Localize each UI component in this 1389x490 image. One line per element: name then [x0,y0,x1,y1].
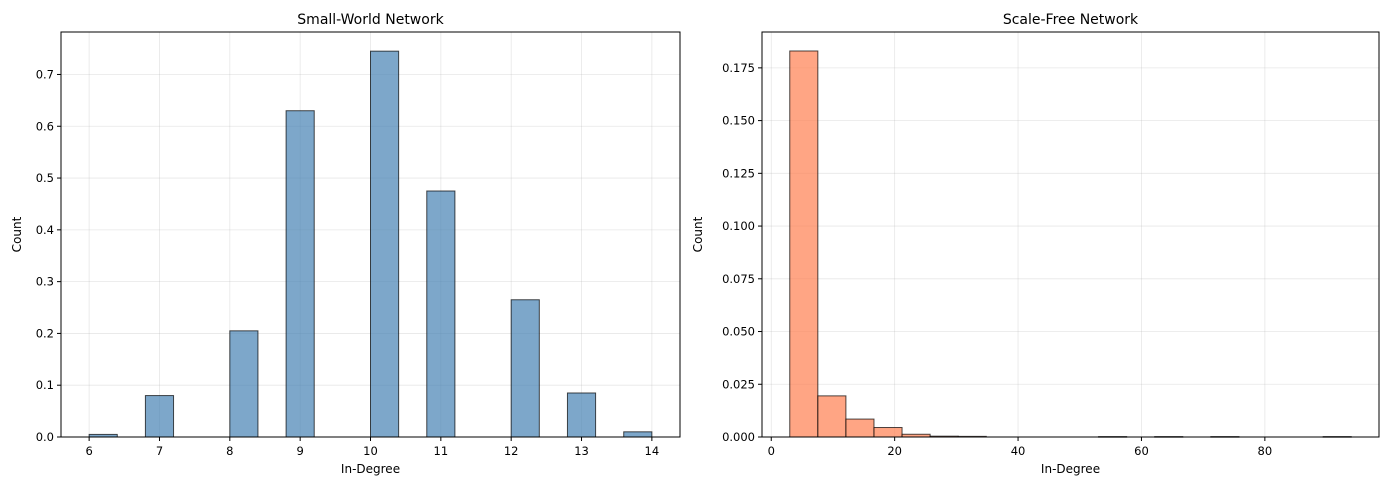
y-tick-label: 0.100 [722,219,755,233]
histogram-bar [873,427,903,438]
y-tick-label: 0.050 [722,325,755,339]
y-tick-label: 0.6 [36,119,54,133]
chart-1: 6 7 8 9 10 11 12 13 14 0.0 0.1 0.2 0.3 0.4 0.5 0.6 0.7 Sm… [10,12,681,476]
y-tick-label: 0.025 [722,377,755,391]
histogram-bar [370,50,400,438]
y-tick-label: 0.3 [36,275,54,289]
x-tick-label: 14 [645,444,660,458]
histogram-bar [845,418,875,438]
x-tick-label: 11 [434,444,449,458]
histogram-bar [817,395,847,438]
histogram-bar [426,190,456,438]
x-tick-label: 60 [1134,444,1149,458]
plot-frame [761,31,1380,438]
histogram-bar [566,392,597,438]
x-tick-label: 8 [226,444,233,458]
x-tick-label: 7 [156,444,163,458]
y-tick-label: 0.5 [36,171,54,185]
y-tick-label: 0.125 [722,166,755,180]
y-tick-label: 0.2 [36,326,54,340]
x-axis-label: In-Degree [1041,462,1100,476]
x-tick-label: 10 [363,444,378,458]
y-tick-label: 0.7 [36,67,54,81]
chart-2: 0 20 40 60 80 0.000 0.025 0.050 0.075 0.100 0.125 0… [691,12,1380,476]
histogram-bar [789,50,819,438]
y-tick-label: 0.175 [722,61,755,75]
y-tick-label: 0.075 [722,272,755,286]
y-tick-label: 0.0 [36,430,54,444]
x-tick-label: 20 [887,444,902,458]
x-tick-label: 9 [296,444,303,458]
y-axis-label: Count [691,216,705,252]
y-tick-label: 0.150 [722,114,755,128]
histogram-bar [623,431,653,438]
y-tick-label: 0.4 [36,223,54,237]
chart-title: Small-World Network [297,12,444,28]
x-tick-label: 6 [85,444,92,458]
x-axis-label: In-Degree [341,462,400,476]
histogram-bar [229,330,259,438]
x-tick-label: 40 [1011,444,1026,458]
y-tick-label: 0.1 [36,378,54,392]
x-tick-label: 12 [504,444,519,458]
x-tick-label: 13 [574,444,589,458]
chart-title: Scale-Free Network [1003,12,1139,28]
histogram-bar [510,299,540,438]
y-axis-label: Count [10,216,24,252]
histogram-bar [285,110,315,438]
histogram-bar [144,395,175,438]
x-tick-label: 0 [768,444,775,458]
y-tick-label: 0.000 [722,430,755,444]
x-tick-label: 80 [1258,444,1273,458]
